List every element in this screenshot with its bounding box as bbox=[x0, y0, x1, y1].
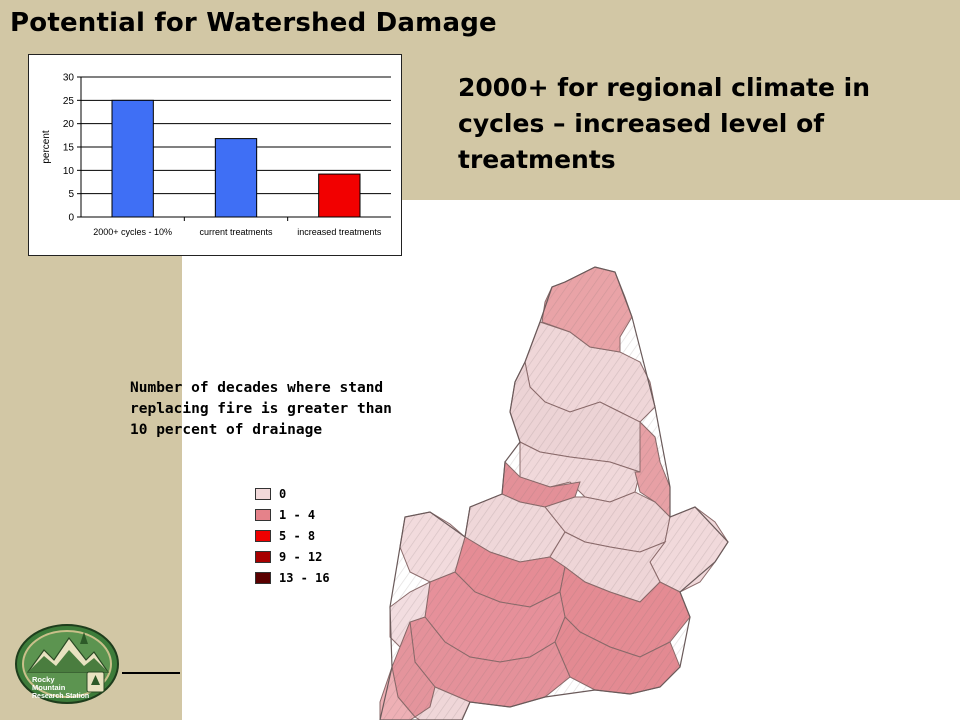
slide-subtitle: 2000+ for regional climate in cycles – i… bbox=[458, 73, 871, 174]
rmrs-logo: Rocky Mountain Research Station bbox=[14, 622, 120, 706]
map-relief-overlay bbox=[379, 266, 729, 720]
chart-y-tick-label: 5 bbox=[68, 189, 74, 200]
chart-x-tick-label: 2000+ cycles - 10% bbox=[93, 227, 172, 237]
legend-label: 0 bbox=[279, 487, 287, 501]
chart-y-tick-label: 30 bbox=[63, 73, 75, 84]
legend-label: 1 - 4 bbox=[279, 508, 316, 522]
chart-x-tick-label: increased treatments bbox=[297, 227, 382, 237]
rmrs-logo-emblem: Rocky Mountain Research Station bbox=[15, 624, 119, 704]
chart-bar bbox=[214, 138, 258, 218]
legend-swatch bbox=[255, 530, 271, 542]
logo-text-line3: Research Station bbox=[32, 693, 89, 700]
chart-y-axis-label: percent bbox=[41, 130, 52, 164]
chart-y-tick-label: 10 bbox=[63, 166, 75, 177]
legend-swatch bbox=[255, 509, 271, 521]
legend-label: 5 - 8 bbox=[279, 529, 316, 543]
legend-swatch bbox=[255, 551, 271, 563]
map-caption: Number of decades where stand replacing … bbox=[130, 380, 392, 438]
bar-chart: 0 5 10 15 20 25 30 percent 2000+ cycles - 10% cur… bbox=[28, 54, 402, 256]
chart-y-tick-label: 25 bbox=[63, 96, 75, 107]
chart-y-tick-label: 20 bbox=[63, 119, 75, 130]
bar-chart-svg: 0 5 10 15 20 25 30 percent 2000+ cycles - 10% cur… bbox=[41, 73, 391, 237]
legend-swatch bbox=[255, 572, 271, 584]
legend-label: 13 - 16 bbox=[279, 571, 330, 585]
logo-divider bbox=[122, 672, 180, 674]
watershed-map-svg bbox=[379, 266, 729, 720]
chart-y-tick-label: 15 bbox=[63, 143, 75, 154]
chart-bar bbox=[318, 173, 361, 218]
chart-y-tick-label: 0 bbox=[68, 213, 74, 224]
logo-text-line2: Mountain bbox=[32, 683, 66, 692]
legend-swatch bbox=[255, 488, 271, 500]
chart-x-tick-label: current treatments bbox=[199, 227, 273, 237]
watershed-map bbox=[370, 262, 740, 720]
chart-bar bbox=[111, 99, 154, 218]
slide-title: Potential for Watershed Damage bbox=[10, 8, 497, 38]
legend-label: 9 - 12 bbox=[279, 550, 323, 564]
logo-text-line1: Rocky bbox=[32, 675, 55, 684]
